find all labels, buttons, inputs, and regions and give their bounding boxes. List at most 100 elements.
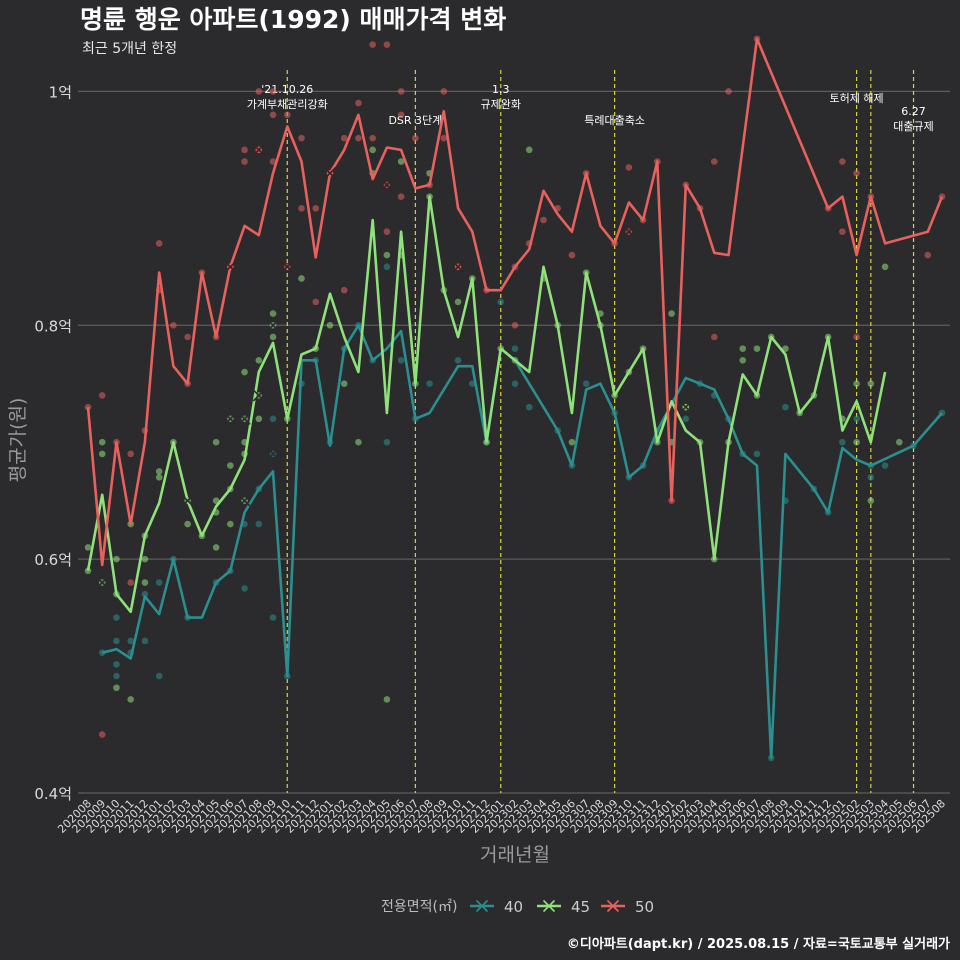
data-point bbox=[867, 497, 875, 504]
event-label: 가계부채관리강화 bbox=[247, 98, 328, 111]
cross-marker bbox=[181, 494, 194, 507]
y-tick-labels: 0.4억 0.6억 0.8억 1억 bbox=[34, 83, 72, 803]
data-point bbox=[853, 438, 860, 446]
data-point bbox=[710, 158, 718, 165]
data-point bbox=[241, 146, 248, 154]
cross-marker bbox=[96, 576, 109, 589]
data-point bbox=[383, 41, 391, 48]
data-point bbox=[454, 298, 462, 306]
data-point bbox=[710, 333, 718, 341]
cross-marker bbox=[252, 389, 265, 402]
data-point bbox=[326, 321, 334, 329]
event-label: 규제완화 bbox=[481, 98, 521, 111]
data-point bbox=[839, 228, 846, 236]
data-point bbox=[184, 333, 191, 341]
cross-marker bbox=[266, 447, 280, 460]
data-point bbox=[568, 251, 576, 259]
transaction-points bbox=[84, 35, 946, 762]
data-point bbox=[725, 88, 732, 95]
event-label: '21.10.26 bbox=[261, 83, 313, 96]
cross-marker bbox=[238, 494, 251, 507]
data-point bbox=[212, 497, 220, 504]
event-label: 토허제 해제 bbox=[830, 91, 884, 105]
data-point bbox=[155, 579, 163, 586]
y-tick-label: 0.4억 bbox=[34, 785, 72, 803]
data-point bbox=[141, 590, 149, 598]
data-point bbox=[98, 438, 106, 446]
data-point bbox=[839, 438, 846, 446]
data-point bbox=[369, 41, 376, 48]
data-point bbox=[155, 468, 163, 475]
data-point bbox=[668, 310, 675, 317]
cross-marker bbox=[281, 260, 294, 273]
cross-markers bbox=[96, 143, 692, 589]
data-point bbox=[113, 637, 120, 645]
data-point bbox=[98, 450, 106, 458]
data-point bbox=[383, 696, 391, 703]
data-point bbox=[340, 134, 348, 142]
data-point bbox=[340, 380, 348, 388]
data-point bbox=[84, 544, 92, 551]
legend-title: 전용면적(㎡) bbox=[381, 899, 457, 915]
data-point bbox=[867, 380, 875, 388]
data-point bbox=[867, 473, 875, 481]
legend-label: 40 bbox=[504, 898, 523, 916]
data-point bbox=[155, 672, 163, 680]
data-point bbox=[98, 731, 106, 738]
data-point bbox=[298, 205, 305, 212]
event-label: 대출규제 bbox=[893, 120, 933, 133]
data-point bbox=[241, 368, 248, 376]
data-point bbox=[397, 193, 405, 200]
data-point bbox=[340, 286, 348, 294]
data-point bbox=[269, 310, 277, 317]
event-label: 6.27 bbox=[901, 105, 926, 118]
y-tick-label: 0.6억 bbox=[34, 551, 72, 569]
data-point bbox=[113, 555, 120, 563]
data-point bbox=[853, 380, 860, 388]
data-point bbox=[84, 567, 92, 575]
legend-cross bbox=[542, 899, 556, 913]
y-tick-label: 1억 bbox=[49, 83, 72, 101]
data-point bbox=[113, 614, 120, 621]
data-point bbox=[682, 415, 690, 423]
data-point bbox=[525, 403, 533, 411]
data-point bbox=[440, 88, 448, 95]
cross-marker bbox=[252, 143, 265, 156]
data-point bbox=[511, 321, 519, 329]
data-point bbox=[141, 637, 149, 645]
data-point bbox=[853, 169, 860, 177]
data-point bbox=[127, 450, 134, 458]
data-point bbox=[383, 228, 391, 236]
data-point bbox=[298, 134, 305, 142]
data-point bbox=[255, 415, 263, 423]
data-point bbox=[383, 263, 391, 271]
legend-label: 50 bbox=[635, 898, 654, 916]
data-point bbox=[383, 438, 391, 446]
data-point bbox=[269, 158, 277, 165]
cross-marker bbox=[224, 412, 237, 425]
data-point bbox=[397, 158, 405, 165]
cross-marker bbox=[238, 412, 251, 425]
data-point bbox=[141, 555, 149, 563]
data-point bbox=[141, 579, 149, 586]
y-axis-title: 평균가(원) bbox=[7, 398, 29, 483]
event-label: DSR 3단계 bbox=[388, 114, 442, 127]
data-point bbox=[853, 333, 860, 341]
data-point bbox=[881, 462, 889, 469]
data-point bbox=[625, 164, 633, 171]
data-point bbox=[127, 637, 134, 645]
data-point bbox=[568, 438, 576, 446]
data-point bbox=[454, 357, 462, 364]
data-point bbox=[753, 450, 761, 458]
data-point bbox=[397, 357, 405, 364]
data-point bbox=[582, 380, 590, 388]
data-point bbox=[397, 111, 405, 119]
data-point bbox=[369, 134, 376, 142]
data-point bbox=[241, 585, 248, 592]
cross-marker bbox=[224, 260, 237, 273]
data-point bbox=[269, 415, 277, 423]
data-point bbox=[269, 333, 277, 341]
data-point bbox=[355, 134, 362, 142]
data-point bbox=[369, 146, 376, 154]
